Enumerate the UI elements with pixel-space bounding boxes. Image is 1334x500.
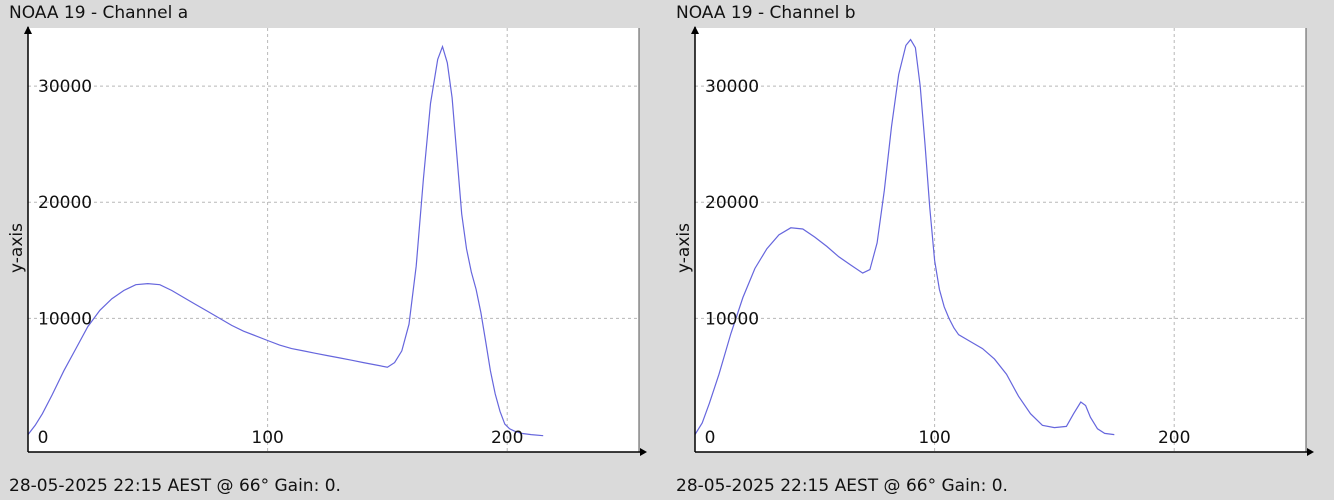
channel-a-chart: 0 100 200 10000 20000 30000 y-axis bbox=[7, 26, 647, 456]
x-axis-arrow bbox=[1307, 448, 1314, 456]
channel-b-chart: 0 100 200 10000 20000 30000 y-axis bbox=[674, 26, 1314, 456]
channel-a-footer: 28-05-2025 22:15 AEST @ 66° Gain: 0. bbox=[9, 476, 341, 496]
y-tick-label: 20000 bbox=[705, 193, 759, 213]
y-tick-label: 10000 bbox=[705, 309, 759, 329]
y-axis-arrow bbox=[24, 26, 32, 34]
x-tick-label: 200 bbox=[491, 428, 523, 448]
plot-area bbox=[695, 28, 1306, 452]
y-axis-arrow bbox=[691, 26, 699, 34]
x-tick-label: 100 bbox=[251, 428, 283, 448]
y-tick-label: 30000 bbox=[38, 77, 92, 97]
y-tick-label: 20000 bbox=[38, 193, 92, 213]
series-line bbox=[694, 38, 1115, 436]
x-tick-label: 200 bbox=[1158, 428, 1190, 448]
channel-a-panel: 0 100 200 10000 20000 30000 y-axis NOAA 19 - C… bbox=[7, 3, 647, 496]
channel-b-panel: 0 100 200 10000 20000 30000 y-axis NOAA 19 - C… bbox=[667, 0, 1334, 500]
y-axis-label: y-axis bbox=[674, 223, 694, 273]
y-tick-label: 30000 bbox=[705, 77, 759, 97]
x-tick-label: 100 bbox=[918, 428, 950, 448]
plot-area bbox=[28, 28, 639, 452]
series-line bbox=[27, 44, 544, 437]
channel-b-title: NOAA 19 - Channel b bbox=[676, 3, 856, 23]
x-tick-label: 0 bbox=[38, 428, 49, 448]
y-axis-label: y-axis bbox=[7, 223, 27, 273]
y-tick-label: 10000 bbox=[38, 309, 92, 329]
x-tick-label: 0 bbox=[705, 428, 716, 448]
channel-a-title: NOAA 19 - Channel a bbox=[9, 3, 189, 23]
channel-b-footer: 28-05-2025 22:15 AEST @ 66° Gain: 0. bbox=[676, 476, 1008, 496]
x-axis-arrow bbox=[640, 448, 647, 456]
